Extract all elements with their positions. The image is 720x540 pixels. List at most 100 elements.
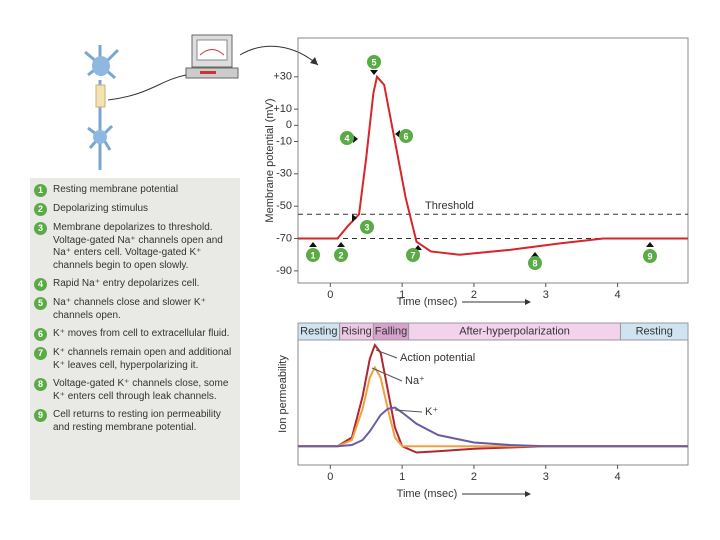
neuron-illustration (84, 45, 120, 170)
step-text: Rapid Na⁺ entry depolarizes cell. (53, 278, 200, 289)
step-text: Membrane depolarizes to threshold. Volta… (53, 222, 223, 271)
marker-number: 8 (532, 258, 537, 268)
marker-arrow (353, 135, 358, 143)
step-text: K⁺ moves from cell to extracellular flui… (53, 328, 230, 339)
phase-label: Resting (300, 325, 337, 337)
step: 6 K⁺ moves from cell to extracellular flu… (34, 328, 236, 341)
label-leader (375, 349, 398, 359)
marker-arrow (395, 130, 400, 138)
phase-band (619, 322, 689, 341)
step-number: 4 (34, 278, 47, 291)
step-number: 8 (34, 378, 47, 391)
step-number: 5 (34, 297, 47, 310)
y-axis-label: Membrane potential (mV) (264, 98, 276, 222)
step: 3 Membrane depolarizes to threshold. Volt… (34, 222, 236, 272)
y-tick-label: -30 (276, 168, 292, 180)
marker-arrow (352, 214, 357, 222)
x-axis-arrowhead (525, 491, 531, 497)
step-number: 6 (34, 328, 47, 341)
marker-arrow (337, 242, 345, 247)
marker-badge (334, 248, 348, 262)
marker-arrow (646, 242, 654, 247)
permeability-line (298, 342, 688, 454)
x-tick-label: 1 (399, 289, 405, 301)
marker-number: 1 (310, 250, 315, 260)
permeability-line (298, 406, 688, 448)
marker-number: 9 (647, 251, 652, 261)
reference-label: Threshold (425, 200, 474, 212)
label-leader (371, 367, 403, 382)
marker-number: 2 (338, 250, 343, 260)
series-label: Na⁺ (405, 375, 425, 387)
y-tick-label: -50 (276, 200, 292, 212)
step: 7 K⁺ channels remain open and additional … (34, 347, 236, 372)
step-text: Na⁺ channels close and slower K⁺ channel… (53, 297, 206, 321)
y-tick-label: 0 (286, 119, 292, 131)
marker-badge (367, 55, 381, 69)
step-number: 2 (34, 203, 47, 216)
marker-arrow (370, 70, 378, 75)
marker-badge (528, 256, 542, 270)
arrow-head (310, 57, 318, 65)
plot-frame (297, 37, 689, 284)
marker-badge (643, 249, 657, 263)
step-text: Resting membrane potential (53, 184, 179, 195)
marker-number: 3 (364, 222, 369, 232)
phase-label: Falling (375, 325, 407, 337)
y-axis-label: Ion permeability (277, 355, 289, 433)
marker-badge (360, 220, 374, 234)
x-axis-arrowhead (525, 299, 531, 305)
step: 9 Cell returns to resting ion permeabilit… (34, 409, 236, 434)
marker-arrow (531, 252, 539, 257)
y-tick-label: +30 (273, 71, 292, 83)
step-number: 3 (34, 222, 47, 235)
step-number: 1 (34, 184, 47, 197)
marker-number: 4 (344, 133, 349, 143)
marker-badge (306, 248, 320, 262)
phase-label: Rising (341, 325, 372, 337)
y-tick-label: -10 (276, 135, 292, 147)
marker-number: 5 (371, 57, 376, 67)
x-axis-label: Time (msec) (397, 296, 458, 308)
series-label: K⁺ (425, 406, 438, 418)
step-text: Cell returns to resting ion permeability… (53, 409, 221, 433)
x-tick-label: 3 (543, 289, 549, 301)
x-tick-label: 4 (615, 471, 621, 483)
permeability-line (298, 365, 688, 448)
marker-badge (399, 129, 413, 143)
x-tick-label: 0 (327, 471, 333, 483)
x-tick-label: 2 (471, 289, 477, 301)
step-text: Voltage-gated K⁺ channels close, some K⁺… (53, 378, 229, 402)
y-tick-label: -70 (276, 232, 292, 244)
phase-label: After-hyperpolarization (459, 325, 570, 337)
step-text: Depolarizing stimulus (53, 203, 149, 214)
x-tick-label: 1 (399, 471, 405, 483)
computer-illustration (185, 34, 239, 79)
pointer-arrow (239, 45, 319, 66)
marker-number: 6 (403, 131, 408, 141)
membrane-potential-line (298, 74, 688, 256)
x-tick-label: 3 (543, 471, 549, 483)
step: 4 Rapid Na⁺ entry depolarizes cell. (34, 278, 236, 291)
step-number: 7 (34, 347, 47, 360)
marker-badge (340, 131, 354, 145)
step-text: K⁺ channels remain open and additional K… (53, 347, 232, 371)
label-leader (394, 409, 423, 413)
x-tick-label: 4 (615, 289, 621, 301)
x-axis-label: Time (msec) (397, 488, 458, 500)
x-tick-label: 0 (327, 289, 333, 301)
series-label: Action potential (400, 352, 475, 364)
steps-panel: 1 Resting membrane potential 2 Depolarizing… (30, 178, 240, 500)
marker-arrow (309, 242, 317, 247)
marker-number: 7 (410, 250, 415, 260)
y-tick-label: -90 (276, 265, 292, 277)
step: 1 Resting membrane potential (34, 184, 236, 197)
step: 8 Voltage-gated K⁺ channels close, some K… (34, 378, 236, 403)
x-tick-label: 2 (471, 471, 477, 483)
electrode-wire (107, 74, 187, 101)
y-tick-label: +10 (273, 103, 292, 115)
marker-badge (406, 248, 420, 262)
step: 5 Na⁺ channels close and slower K⁺ channe… (34, 297, 236, 322)
